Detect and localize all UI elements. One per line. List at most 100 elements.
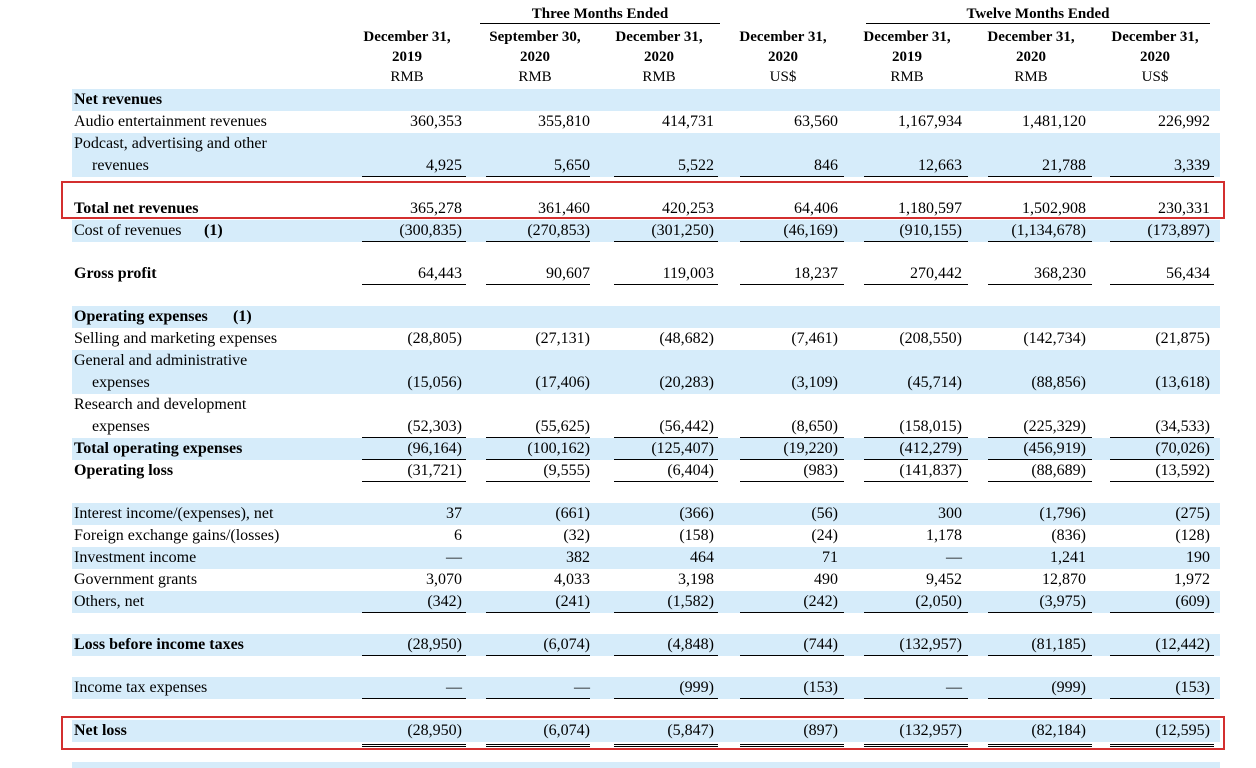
cell-value: 1,167,934 [898, 113, 962, 130]
column-header-currency: RMB [1014, 69, 1048, 85]
column-header: December 31, 2020 RMB [604, 27, 714, 87]
column-header-currency: RMB [390, 69, 424, 85]
cell-value: (158,015) [899, 418, 962, 435]
row-shading [72, 438, 1220, 460]
cell-value: (132,957) [899, 722, 962, 739]
group-twelve-months-label: Twelve Months Ended [966, 6, 1110, 22]
underline [486, 459, 590, 460]
cell-value: (32) [563, 527, 590, 544]
underline [614, 612, 718, 613]
row-label-investment: Investment income [74, 549, 197, 566]
group-three-months: Three Months Ended [480, 6, 720, 24]
underline [1110, 241, 1214, 242]
cell-value: (142,734) [1023, 330, 1086, 347]
cell-value: (910,155) [899, 222, 962, 239]
column-header-year: 2019 [892, 49, 922, 65]
cell-value: 226,992 [1158, 113, 1210, 130]
underline [988, 612, 1092, 613]
column-header-year: 2020 [1016, 49, 1046, 65]
underline [740, 698, 844, 699]
double-underline [614, 741, 718, 747]
row-label-rd-cont: expenses [92, 418, 150, 435]
cell-value: (46,169) [783, 222, 838, 239]
cell-value: (153) [803, 679, 838, 696]
row-label-interest: Interest income/(expenses), net [74, 505, 274, 522]
group-three-months-label: Three Months Ended [531, 6, 669, 22]
cell-value: (88,856) [1031, 374, 1086, 391]
row-shading [72, 720, 1220, 742]
cell-value: (9,555) [543, 462, 590, 479]
underline [988, 655, 1092, 656]
column-header-line1: December 31, [1111, 29, 1199, 45]
underline [864, 241, 968, 242]
cell-value: (21,875) [1155, 330, 1210, 347]
cell-value: 37 [446, 505, 462, 522]
cell-value: 90,607 [546, 265, 590, 282]
cell-value: (7,461) [791, 330, 838, 347]
footnote-marker: (1) [204, 222, 223, 239]
underline [1110, 284, 1214, 285]
cell-value: (158) [679, 527, 714, 544]
footnote-marker: (1) [233, 308, 252, 325]
cell-value: 368,230 [1034, 265, 1086, 282]
cell-value: 4,925 [426, 157, 462, 174]
cell-value: (45,714) [907, 374, 962, 391]
underline [1110, 612, 1214, 613]
cell-value: (661) [555, 505, 590, 522]
cell-value: (34,533) [1155, 418, 1210, 435]
column-header-currency: US$ [1141, 69, 1169, 85]
cell-value: — [574, 679, 590, 696]
underline [864, 481, 968, 482]
highlight-box-total-net-revenues [61, 181, 1225, 219]
cell-value: (125,407) [651, 440, 714, 457]
column-header-line1: December 31, [739, 29, 827, 45]
cell-value: (241) [555, 593, 590, 610]
underline [486, 481, 590, 482]
cell-value: (19,220) [783, 440, 838, 457]
cell-value: 64,406 [794, 200, 838, 217]
cell-value: (4,848) [667, 636, 714, 653]
cell-value: 3,070 [426, 571, 462, 588]
underline [740, 612, 844, 613]
cell-value: — [446, 549, 462, 566]
underline [740, 284, 844, 285]
cell-value: (342) [427, 593, 462, 610]
double-underline [1110, 741, 1214, 747]
underline [614, 241, 718, 242]
row-label-selling: Selling and marketing expenses [74, 330, 278, 347]
cell-value: (609) [1175, 593, 1210, 610]
underline [988, 284, 1092, 285]
cell-value: 56,434 [1166, 265, 1210, 282]
cell-value: 490 [814, 571, 838, 588]
underline [988, 481, 1092, 482]
column-header-year: 2020 [644, 49, 674, 65]
underline [362, 437, 466, 438]
cell-value: (27,131) [535, 330, 590, 347]
row-label-total-net-revenues: Total net revenues [74, 200, 199, 217]
underline [864, 698, 968, 699]
underline [864, 437, 968, 438]
cell-value: 3,339 [1174, 157, 1210, 174]
column-header-line1: December 31, [987, 29, 1075, 45]
cell-value: (28,950) [407, 636, 462, 653]
underline [740, 437, 844, 438]
underline [988, 176, 1092, 177]
underline [486, 241, 590, 242]
row-label-loss-before-tax: Loss before income taxes [74, 636, 244, 653]
cell-value: — [946, 679, 962, 696]
underline [740, 241, 844, 242]
cell-value: 3,198 [678, 571, 714, 588]
cell-value: 1,241 [1050, 549, 1086, 566]
cell-value: (412,279) [899, 440, 962, 457]
cell-value: (52,303) [407, 418, 462, 435]
cell-value: 360,353 [410, 113, 462, 130]
cell-value: 355,810 [538, 113, 590, 130]
underline [614, 655, 718, 656]
cell-value: (48,682) [659, 330, 714, 347]
cell-value: 12,870 [1042, 571, 1086, 588]
cell-value: (6,074) [543, 636, 590, 653]
cell-value: (999) [679, 679, 714, 696]
cell-value: 420,253 [662, 200, 714, 217]
cell-value: (28,805) [407, 330, 462, 347]
cell-value: 300 [938, 505, 962, 522]
